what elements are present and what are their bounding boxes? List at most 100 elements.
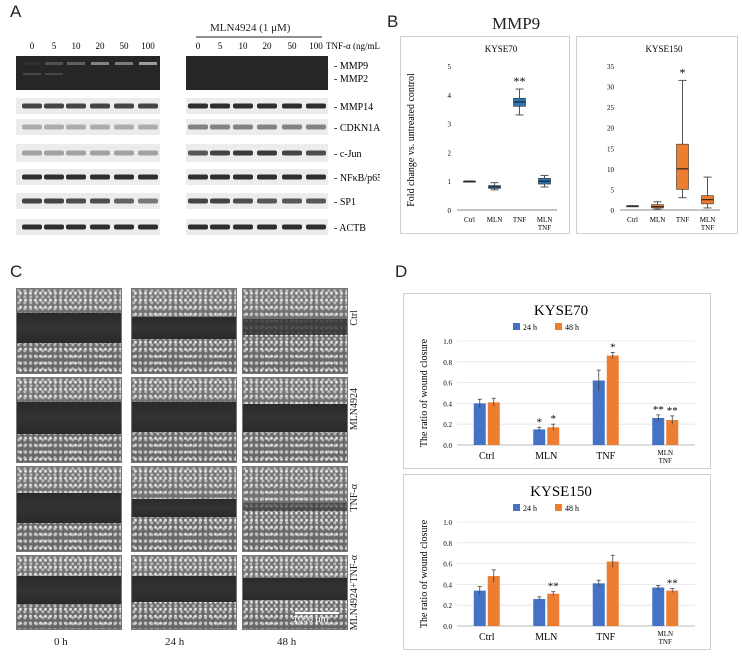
legend-swatch (555, 323, 562, 330)
lane-left-5: 5 (52, 41, 57, 51)
y-tick-label: 15 (607, 145, 615, 153)
band (66, 150, 86, 156)
blot-strip-left (16, 169, 160, 185)
significance-mark: * (610, 341, 616, 353)
category-label: MLN (657, 630, 673, 638)
bar (592, 380, 605, 445)
band (44, 198, 64, 204)
mmp9-band-left (91, 62, 109, 65)
significance-mark: ** (514, 74, 526, 88)
bar-chart-ylabel: The ratio of wound closure (419, 519, 430, 628)
lane-gap (160, 56, 186, 90)
category-label: MLN (535, 632, 557, 643)
legend-label: 48 h (565, 323, 579, 332)
band (210, 124, 230, 130)
y-tick-label: 35 (607, 63, 615, 71)
band (233, 198, 253, 204)
col-label-0h: 0 h (54, 636, 68, 648)
y-tick-label: 30 (607, 84, 615, 92)
significance-mark: * (537, 416, 543, 428)
lane-left-10: 10 (72, 41, 82, 51)
band-label-mmp2: - MMP2 (334, 74, 368, 85)
lane-right-0: 0 (196, 41, 201, 51)
row-label-mln4924: MLN4924 (349, 388, 360, 431)
band (233, 150, 253, 156)
band (22, 174, 42, 180)
band (66, 174, 86, 180)
category-label: TNF (659, 457, 672, 465)
significance-mark: ** (667, 578, 678, 590)
band (44, 124, 64, 130)
band (210, 103, 230, 109)
panel-d-label: D (395, 262, 408, 281)
band (138, 224, 158, 230)
band (282, 174, 302, 180)
lane-right-5: 5 (218, 41, 223, 51)
band (90, 224, 110, 230)
bar (487, 576, 500, 626)
band-label-mmp14: - MMP14 (334, 102, 373, 113)
significance-mark: ** (667, 405, 678, 417)
y-tick-label: 1.0 (443, 338, 452, 346)
category-label: MLN (487, 216, 503, 224)
mmp9-band-left (139, 62, 157, 65)
boxplot-title: KYSE150 (645, 44, 683, 54)
mmp2-band-left (23, 73, 41, 75)
y-tick-label: 5 (611, 186, 615, 194)
bar (547, 427, 560, 445)
lane-right-50: 50 (288, 41, 298, 51)
band (90, 150, 110, 156)
band (233, 174, 253, 180)
band (306, 124, 326, 130)
bar (652, 587, 665, 626)
band (257, 150, 277, 156)
bar (487, 402, 500, 445)
y-tick-label: 0.2 (443, 421, 452, 429)
bar-chart-ylabel: The ratio of wound closure (419, 338, 430, 447)
legend-swatch (555, 504, 562, 511)
band (114, 198, 134, 204)
band (282, 124, 302, 130)
category-label: TNF (596, 632, 615, 643)
panel-b-ylabel: Fold change vs. untreated control (406, 73, 417, 207)
band (66, 103, 86, 109)
legend-swatch (513, 323, 520, 330)
treatment-label: MLN4924 (1 μM) (210, 22, 291, 34)
y-tick-label: 25 (607, 104, 615, 112)
y-tick-label: 0.8 (443, 540, 452, 548)
band (114, 174, 134, 180)
band (210, 150, 230, 156)
band (90, 124, 110, 130)
category-label: TNF (659, 638, 672, 646)
panel-b-title: MMP9 (492, 14, 541, 33)
category-label: MLN (700, 216, 716, 224)
col-label-48h: 48 h (277, 636, 297, 648)
lane-right-20: 20 (263, 41, 273, 51)
col-label-24h: 24 h (165, 636, 185, 648)
legend-label: 24 h (523, 323, 537, 332)
legend-label: 48 h (565, 504, 579, 513)
band (22, 103, 42, 109)
band (282, 198, 302, 204)
band (188, 103, 208, 109)
y-tick-label: 0.0 (443, 442, 452, 450)
scale-bar (295, 612, 339, 614)
category-label: Ctrl (479, 451, 495, 462)
significance-mark: * (680, 65, 686, 79)
lane-left-0: 0 (30, 41, 35, 51)
band (90, 103, 110, 109)
blot-strip-left (16, 144, 160, 162)
y-tick-label: 0.0 (443, 623, 452, 631)
band (138, 124, 158, 130)
category-label: MLN (650, 216, 666, 224)
bar-chart-title: KYSE150 (530, 484, 592, 500)
band (282, 150, 302, 156)
band (188, 150, 208, 156)
band-label-actb: - ACTB (334, 223, 366, 234)
band (188, 198, 208, 204)
y-tick-label: 0.4 (443, 400, 452, 408)
band (44, 150, 64, 156)
photo-tnf-48h (242, 466, 348, 552)
